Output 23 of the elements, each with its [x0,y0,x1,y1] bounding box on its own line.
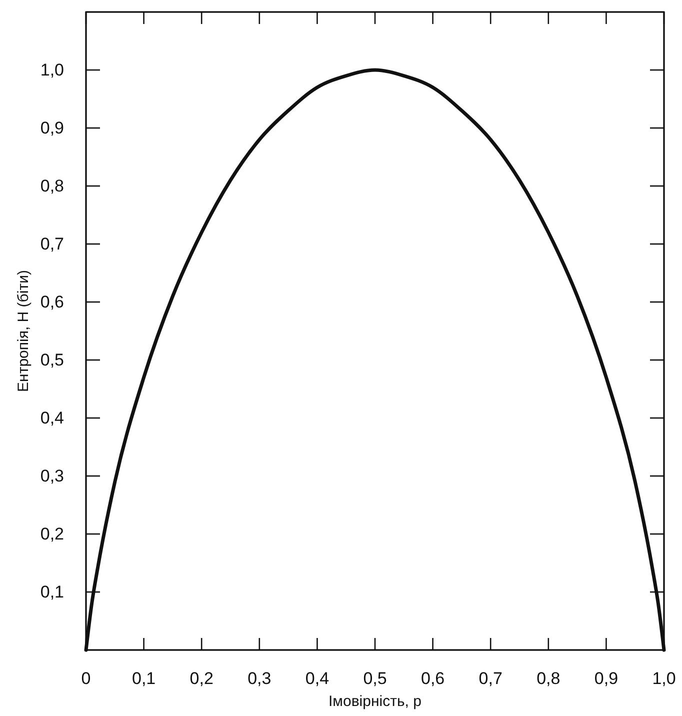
y-tick-label: 0,6 [40,292,64,312]
x-tick-label: 0,6 [420,669,445,688]
y-tick-label: 0,1 [40,582,64,602]
y-tick-label: 1,0 [40,60,64,80]
x-axis-title: Імовірність, p [328,693,422,710]
y-tick-label: 0,2 [40,524,64,544]
y-axis-title: Ентропія, H (біти) [15,270,32,392]
y-tick-label: 0,5 [40,350,64,370]
y-tick-label: 0,8 [40,176,64,196]
x-tick-label: 0,9 [594,669,618,688]
x-tick-label: 0,8 [536,669,560,688]
x-tick-label: 0,3 [248,669,272,688]
x-tick-label: 0,1 [132,669,156,688]
x-tick-label: 0,5 [363,669,387,688]
x-tick-label: 0 [81,669,91,688]
y-tick-label: 0,7 [40,234,64,254]
y-tick-label: 0,9 [40,118,64,138]
y-tick-label: 0,3 [40,466,64,486]
x-tick-label: 0,2 [190,669,214,688]
x-tick-label: 0,7 [478,669,502,688]
x-tick-label: 1,0 [652,669,676,688]
y-tick-label: 0,4 [40,408,64,428]
x-tick-label: 0,4 [305,669,330,688]
